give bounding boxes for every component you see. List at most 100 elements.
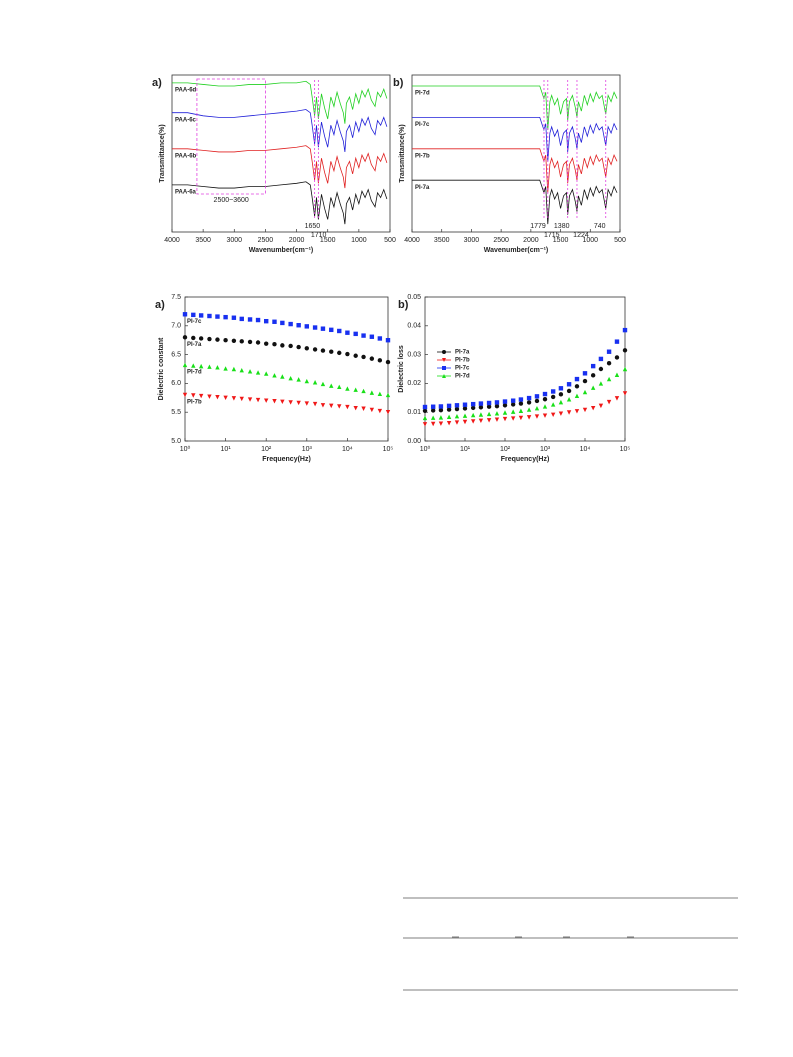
data-point bbox=[622, 391, 628, 396]
x-tick-label: 10¹ bbox=[460, 446, 471, 453]
x-tick-label: 10² bbox=[261, 446, 272, 453]
spectrum-line bbox=[172, 80, 388, 124]
series-label: PAA-6a bbox=[175, 189, 197, 195]
x-tick-label: 3500 bbox=[434, 237, 450, 244]
data-point bbox=[582, 378, 588, 384]
data-point bbox=[385, 410, 391, 415]
data-point bbox=[198, 313, 204, 318]
spectrum-line bbox=[412, 85, 618, 130]
x-tick-label: 3000 bbox=[464, 237, 480, 244]
y-tick-label: 0.03 bbox=[407, 351, 421, 358]
data-point bbox=[247, 397, 253, 402]
data-point bbox=[566, 382, 572, 387]
data-point bbox=[377, 358, 383, 363]
data-point bbox=[345, 386, 350, 391]
data-point bbox=[223, 338, 228, 343]
series-label: PI-7b bbox=[415, 153, 430, 159]
data-point bbox=[198, 363, 204, 369]
legend-label: PI-7c bbox=[455, 366, 470, 372]
data-point bbox=[574, 384, 580, 389]
data-point bbox=[215, 314, 220, 319]
data-point bbox=[345, 404, 350, 410]
x-axis-label: Frequency(Hz) bbox=[262, 456, 311, 463]
annotation: 1779 bbox=[530, 223, 546, 230]
data-point bbox=[239, 367, 244, 373]
panel-label: a) bbox=[152, 77, 162, 89]
data-point bbox=[622, 327, 628, 333]
data-point bbox=[207, 336, 212, 342]
y-tick-label: 0.02 bbox=[407, 380, 421, 387]
data-point bbox=[558, 392, 564, 397]
data-point bbox=[598, 366, 604, 372]
data-point bbox=[462, 413, 468, 418]
table-rules bbox=[403, 897, 738, 991]
data-point bbox=[502, 410, 508, 415]
data-point bbox=[345, 351, 350, 357]
data-point bbox=[361, 354, 366, 360]
data-point bbox=[247, 339, 253, 345]
spectrum-line bbox=[172, 145, 388, 189]
data-point bbox=[320, 348, 326, 353]
data-point bbox=[191, 393, 196, 398]
data-point bbox=[438, 407, 444, 413]
data-point bbox=[312, 347, 318, 352]
annotation: 1224 bbox=[573, 232, 589, 239]
data-point bbox=[590, 373, 596, 378]
data-point bbox=[622, 348, 628, 353]
data-point bbox=[558, 386, 564, 391]
data-point bbox=[454, 420, 460, 425]
spectrum-line bbox=[412, 179, 618, 225]
annotation: 1380 bbox=[554, 223, 570, 230]
plot-frame bbox=[184, 296, 389, 442]
data-point bbox=[582, 371, 588, 376]
data-point bbox=[207, 364, 212, 369]
data-point bbox=[223, 314, 228, 320]
data-point bbox=[542, 404, 548, 409]
series-label: PI-7d bbox=[415, 91, 430, 97]
data-point bbox=[422, 415, 428, 421]
data-point bbox=[272, 342, 277, 347]
x-tick-label: 10⁰ bbox=[420, 445, 431, 453]
data-point bbox=[337, 350, 342, 356]
data-point bbox=[288, 321, 293, 327]
data-point bbox=[255, 340, 261, 345]
data-point bbox=[606, 376, 612, 382]
data-point bbox=[191, 335, 196, 341]
data-point bbox=[526, 407, 532, 412]
data-point bbox=[590, 385, 596, 390]
data-point bbox=[280, 399, 285, 405]
data-point bbox=[288, 400, 293, 405]
data-point bbox=[494, 403, 500, 409]
x-axis-label: Wavenumber(cm⁻¹) bbox=[249, 247, 314, 254]
data-point bbox=[582, 407, 588, 413]
data-point bbox=[462, 406, 468, 411]
x-tick-label: 10⁴ bbox=[580, 446, 591, 453]
data-point bbox=[486, 400, 492, 406]
data-point bbox=[430, 421, 436, 427]
data-point bbox=[614, 355, 620, 360]
data-point bbox=[566, 388, 572, 394]
data-point bbox=[438, 415, 444, 420]
x-tick-label: 10² bbox=[500, 446, 511, 453]
data-point bbox=[502, 403, 508, 408]
data-point bbox=[438, 421, 444, 426]
x-tick-label: 10⁵ bbox=[383, 446, 394, 453]
data-point bbox=[470, 419, 476, 424]
data-point bbox=[574, 376, 580, 382]
data-point bbox=[534, 394, 540, 399]
data-point bbox=[526, 395, 532, 401]
data-point bbox=[198, 336, 204, 341]
data-point bbox=[377, 391, 383, 396]
data-point bbox=[614, 339, 620, 344]
data-point bbox=[550, 389, 556, 394]
data-point bbox=[566, 397, 572, 402]
annotation: 2500~3600 bbox=[214, 197, 249, 204]
data-point bbox=[329, 403, 334, 409]
data-point bbox=[442, 350, 446, 354]
data-point bbox=[454, 406, 460, 412]
data-point bbox=[369, 334, 375, 339]
data-point bbox=[337, 384, 342, 390]
data-point bbox=[598, 356, 604, 362]
data-point bbox=[223, 366, 228, 371]
